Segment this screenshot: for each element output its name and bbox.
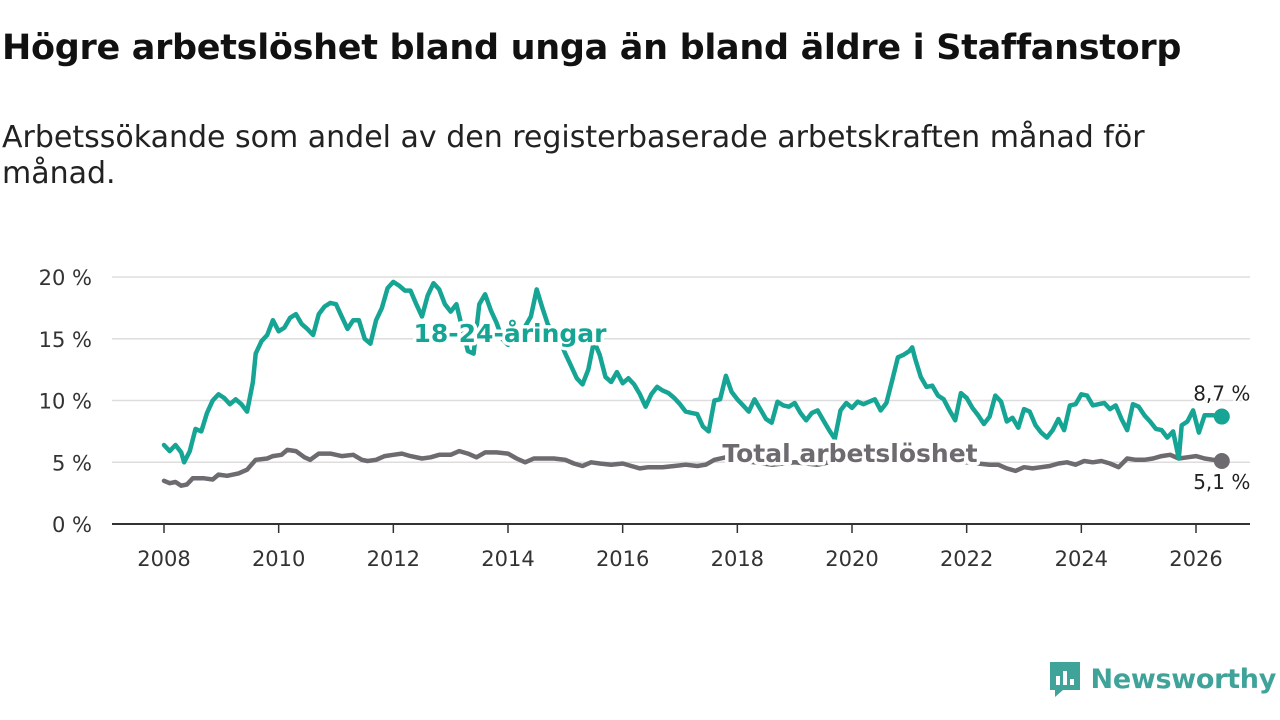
y-tick-label: 20 % — [39, 266, 92, 290]
x-tick-label: 2024 — [1055, 547, 1108, 571]
x-tick-label: 2014 — [481, 547, 534, 571]
y-tick-label: 10 % — [39, 390, 92, 414]
series-line — [161, 279, 1225, 465]
x-tick-label: 2008 — [137, 547, 190, 571]
newsworthy-logo-icon — [1047, 660, 1083, 698]
series-line — [161, 447, 1225, 488]
x-tick-label: 2026 — [1169, 547, 1222, 571]
series-end-point — [1213, 453, 1230, 470]
y-tick-label: 0 % — [52, 513, 92, 537]
brand-logo: Newsworthy — [1047, 660, 1276, 698]
x-tick-label: 2016 — [596, 547, 649, 571]
y-tick-label: 5 % — [52, 451, 92, 475]
chart-subtitle: Arbetssökande som andel av den registerb… — [2, 120, 1145, 191]
x-tick-label: 2012 — [367, 547, 420, 571]
series-end-label: 5,1 % — [1193, 470, 1250, 494]
series-name-label: Total arbetslöshet — [722, 439, 977, 468]
x-tick-label: 2010 — [252, 547, 305, 571]
x-tick-label: 2018 — [711, 547, 764, 571]
series-name-label: 18-24-åringar — [414, 319, 608, 348]
chart-title: Högre arbetslöshet bland unga än bland ä… — [2, 28, 1182, 68]
x-tick-label: 2022 — [940, 547, 993, 571]
x-tick-label: 2020 — [825, 547, 878, 571]
brand-name: Newsworthy — [1090, 663, 1277, 695]
y-tick-label: 15 % — [39, 328, 92, 352]
series-end-point — [1213, 408, 1230, 425]
series-end-label: 8,7 % — [1193, 382, 1250, 406]
